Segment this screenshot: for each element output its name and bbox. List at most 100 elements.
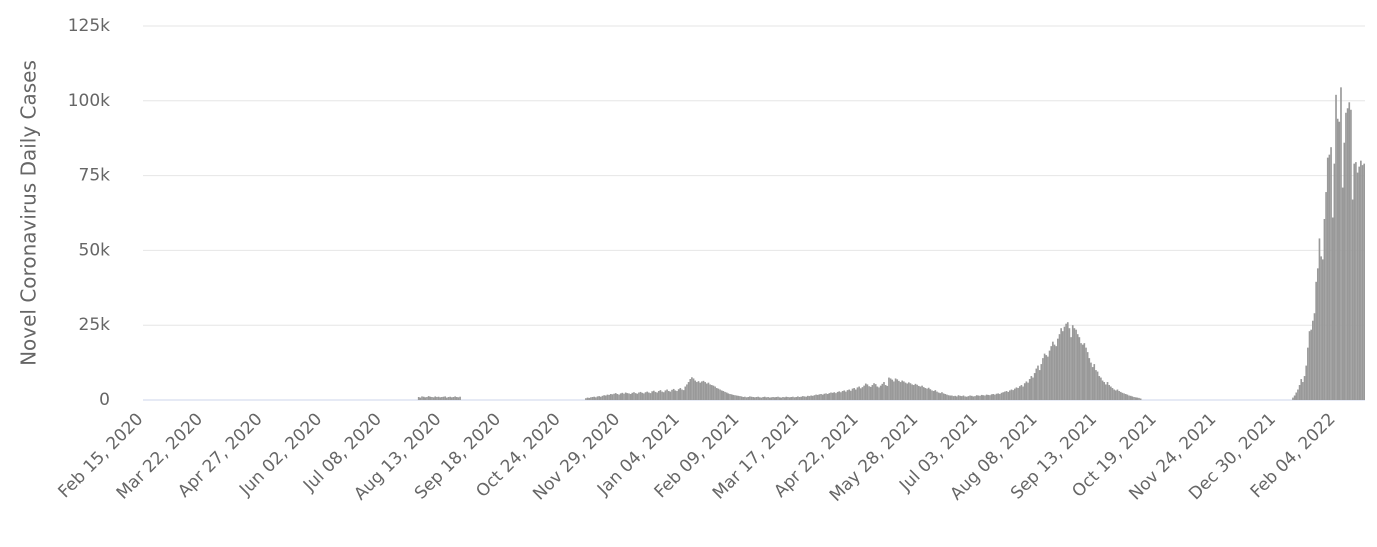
bar	[742, 397, 745, 400]
bar	[1012, 390, 1014, 400]
bar	[611, 394, 614, 400]
bar	[1360, 160, 1362, 400]
bar	[974, 396, 976, 400]
bar	[855, 389, 857, 400]
bar	[1008, 390, 1011, 400]
bar	[710, 385, 713, 400]
bar	[659, 390, 662, 400]
bar	[1300, 379, 1303, 400]
bar	[702, 380, 705, 400]
bar	[652, 390, 655, 400]
bar	[1119, 391, 1122, 400]
bar	[1028, 379, 1031, 400]
bar	[1050, 346, 1053, 400]
bar	[816, 394, 819, 400]
bar	[868, 386, 870, 400]
bar	[840, 392, 842, 400]
bar	[667, 391, 670, 400]
bar	[1043, 353, 1046, 400]
bar	[682, 390, 685, 400]
bar	[1136, 397, 1139, 400]
bar	[864, 383, 867, 400]
bar	[593, 396, 596, 400]
bar	[1065, 323, 1067, 400]
bar	[1302, 382, 1304, 400]
bar	[1333, 163, 1336, 400]
bar	[856, 387, 859, 400]
bar	[989, 395, 991, 400]
bar	[941, 392, 943, 400]
bar	[997, 393, 1000, 400]
bar	[424, 397, 427, 400]
bar	[1118, 391, 1120, 400]
bar	[972, 396, 975, 400]
bar	[818, 394, 821, 400]
bar	[914, 383, 917, 400]
bar	[657, 391, 660, 400]
bar	[768, 397, 771, 400]
bar	[956, 396, 958, 400]
bar	[749, 396, 751, 400]
bar	[1086, 352, 1089, 400]
bar	[985, 394, 988, 400]
bar	[773, 397, 776, 400]
bar	[606, 394, 609, 400]
bar	[677, 389, 680, 400]
bar	[434, 396, 437, 400]
bar	[1335, 94, 1337, 400]
bar	[595, 397, 597, 400]
bar	[1328, 154, 1331, 400]
bar	[1315, 281, 1317, 400]
bar	[1310, 329, 1313, 400]
bar	[1023, 383, 1026, 400]
bar	[947, 395, 950, 400]
bar	[793, 397, 796, 400]
bar	[1078, 337, 1081, 400]
bar	[628, 393, 630, 400]
bar	[455, 397, 458, 400]
bar	[1035, 368, 1038, 400]
bar	[681, 389, 683, 400]
bar	[767, 397, 769, 400]
bar	[903, 381, 905, 400]
bar	[845, 391, 847, 400]
bar	[836, 391, 839, 400]
bar	[873, 383, 875, 400]
bar	[883, 382, 885, 400]
bar	[830, 392, 832, 400]
bar	[831, 392, 834, 400]
bar	[1075, 329, 1077, 400]
bar	[636, 393, 639, 400]
bar	[1295, 392, 1298, 400]
bar	[1040, 364, 1043, 400]
bar	[596, 396, 599, 400]
bar	[951, 395, 953, 400]
bar	[696, 382, 698, 400]
bar	[1293, 395, 1296, 400]
bar	[586, 397, 589, 400]
bar	[436, 397, 438, 400]
bar	[674, 390, 677, 400]
bar	[590, 397, 592, 400]
bar	[629, 394, 632, 400]
bar	[770, 397, 773, 400]
bar	[970, 395, 973, 400]
bar	[962, 395, 965, 400]
bar	[449, 396, 451, 400]
bar	[1326, 157, 1329, 400]
bar	[459, 396, 461, 400]
bar	[745, 397, 748, 400]
bar	[1292, 397, 1294, 400]
bar	[679, 388, 682, 400]
bar	[429, 396, 432, 400]
bar	[1080, 343, 1082, 400]
bar	[869, 386, 872, 400]
bar	[800, 396, 803, 400]
bar	[901, 380, 904, 400]
bar	[1037, 365, 1039, 400]
bar	[858, 386, 860, 400]
bar	[1353, 163, 1356, 400]
bar	[917, 385, 920, 400]
bar	[811, 395, 814, 400]
bar	[931, 390, 933, 400]
